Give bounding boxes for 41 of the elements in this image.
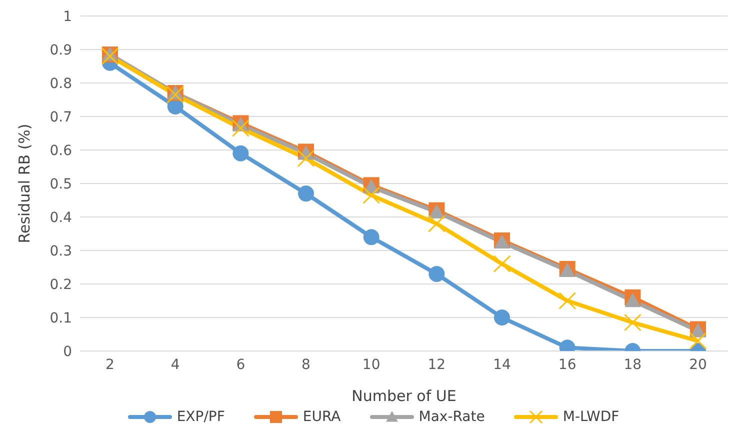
y-tick-label: 0.7	[50, 109, 72, 126]
point	[494, 310, 510, 326]
point	[232, 145, 249, 162]
point	[624, 314, 642, 332]
x-tick-label: 2	[106, 356, 114, 373]
legend-label: EXP/PF	[176, 409, 225, 425]
y-tick-label: 0.2	[50, 276, 72, 293]
point	[428, 266, 445, 282]
legend-label: EURA	[302, 409, 341, 425]
x-tick-label: 18	[624, 356, 642, 373]
point	[493, 255, 511, 273]
y-tick-label: 0.3	[50, 243, 72, 260]
point	[428, 214, 446, 232]
y-tick-label: 1	[63, 8, 72, 25]
point	[297, 150, 315, 168]
x-tick-label: 16	[558, 356, 576, 373]
x-tick-label: 12	[428, 356, 446, 373]
x-tick-label: 10	[362, 356, 380, 373]
y-tick-label: 0.4	[50, 210, 72, 226]
x-tick-label: 6	[236, 356, 246, 373]
y-axis-title: Residual RB (%)	[15, 124, 34, 244]
x-tick-label: 8	[302, 356, 310, 373]
x-tick-label: 4	[170, 356, 180, 373]
x-axis-title: Number of UE	[352, 387, 456, 405]
y-tick-label: 0.9	[50, 42, 72, 58]
point	[298, 186, 314, 202]
y-tick-label: 0.6	[50, 142, 72, 159]
legend-label: Max-Rate	[418, 409, 485, 425]
point	[363, 229, 380, 246]
point	[362, 186, 380, 204]
x-tick-label: 20	[689, 356, 707, 373]
legend-label: M-LWDF	[562, 409, 620, 425]
point	[558, 292, 576, 310]
point	[624, 292, 641, 308]
y-tick-label: 0.8	[50, 76, 72, 92]
point	[689, 332, 707, 350]
y-tick-label: 0	[63, 344, 72, 360]
y-tick-label: 0.5	[50, 176, 72, 192]
x-tick-label: 14	[493, 356, 511, 373]
point	[232, 119, 250, 137]
y-tick-label: 0.1	[50, 310, 72, 326]
